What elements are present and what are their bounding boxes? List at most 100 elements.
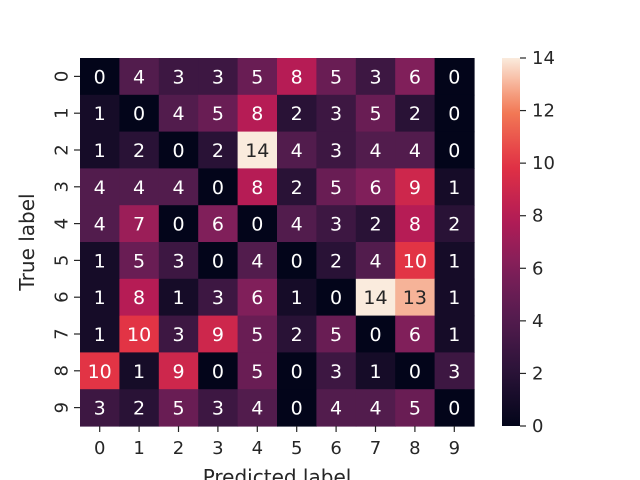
- x-tick-label: 9: [449, 438, 460, 459]
- cell-value-label: 14: [245, 140, 269, 162]
- cell-value-label: 3: [212, 398, 224, 420]
- cell-value-label: 0: [172, 140, 184, 162]
- colorbar-tick-label: 10: [532, 153, 555, 174]
- cell-value-label: 5: [212, 103, 224, 125]
- heatmap-cell: [277, 168, 317, 206]
- heatmap-cell: [198, 58, 239, 96]
- cell-value-label: 9: [212, 324, 224, 346]
- heatmap-cell: [158, 58, 199, 96]
- heatmap-cell: [80, 94, 120, 133]
- cell-value-label: 2: [330, 250, 342, 272]
- cell-value-label: 0: [369, 324, 381, 346]
- cell-value-label: 3: [330, 140, 342, 162]
- heatmap-cell: [237, 168, 278, 206]
- heatmap-cell: [198, 352, 239, 390]
- x-tick-label: 6: [330, 438, 341, 459]
- heatmap-cell: [434, 205, 475, 243]
- cell-value-label: 8: [251, 103, 263, 125]
- cell-value-label: 5: [251, 324, 263, 346]
- x-axis-label: Predicted label: [203, 465, 352, 480]
- heatmap-cell: [119, 168, 160, 206]
- heatmap-cell: [158, 131, 199, 169]
- cell-value-label: 4: [330, 398, 342, 420]
- heatmap-cell: [355, 168, 396, 206]
- heatmap-cell: [395, 58, 436, 96]
- heatmap-cell: [395, 242, 436, 280]
- cell-value-label: 0: [94, 66, 106, 88]
- heatmap-cell: [158, 94, 199, 133]
- heatmap-cell: [119, 278, 160, 317]
- cell-value-label: 0: [448, 140, 460, 162]
- cell-value-label: 0: [172, 214, 184, 236]
- cell-value-label: 10: [88, 361, 112, 383]
- colorbar-tick-label: 2: [532, 363, 543, 384]
- cell-value-label: 0: [291, 250, 303, 272]
- heatmap-cell: [316, 389, 357, 427]
- cell-value-label: 8: [409, 214, 421, 236]
- x-tick-label: 2: [173, 438, 184, 459]
- y-tick-label: 3: [52, 181, 73, 192]
- heatmap-cell: [80, 205, 120, 243]
- cell-value-label: 3: [172, 250, 184, 272]
- heatmap-cell: [237, 131, 278, 169]
- heatmap-cell: [434, 352, 475, 390]
- cell-value-label: 9: [409, 177, 421, 199]
- heatmap-cell: [355, 278, 396, 317]
- x-tick-label: 8: [409, 438, 420, 459]
- y-tick-label: 9: [52, 402, 73, 413]
- heatmap-cell: [80, 352, 120, 390]
- cell-value-label: 1: [94, 140, 106, 162]
- heatmap-cell: [119, 94, 160, 133]
- cell-value-label: 7: [133, 214, 145, 236]
- y-tick-label: 2: [52, 144, 73, 155]
- y-axis-label: True label: [15, 193, 39, 291]
- heatmap-cell: [237, 315, 278, 353]
- heatmap-cell: [434, 131, 475, 169]
- heatmap-cell: [237, 389, 278, 427]
- x-tick-label: 3: [212, 438, 223, 459]
- heatmap-cell: [434, 278, 475, 317]
- heatmap-cell: [316, 242, 357, 280]
- cell-value-label: 4: [172, 103, 184, 125]
- cell-value-label: 1: [291, 287, 303, 309]
- heatmap-cell: [119, 242, 160, 280]
- cell-value-label: 1: [133, 361, 145, 383]
- heatmap-cell: [237, 242, 278, 280]
- heatmap-cell: [80, 131, 120, 169]
- heatmap-cell: [355, 131, 396, 169]
- cell-value-label: 4: [172, 177, 184, 199]
- cell-value-label: 3: [172, 66, 184, 88]
- x-axis-ticks: 0 1 2 3 4 5 6 7 8 9: [94, 426, 460, 459]
- heatmap-cell: [80, 242, 120, 280]
- heatmap-cell: [395, 389, 436, 427]
- heatmap-cell: [277, 389, 317, 427]
- colorbar: [502, 58, 520, 426]
- y-tick-label: 0: [52, 71, 73, 82]
- cell-value-label: 6: [409, 324, 421, 346]
- heatmap-cell: [80, 58, 120, 96]
- cell-value-label: 4: [369, 140, 381, 162]
- cell-value-label: 3: [212, 287, 224, 309]
- y-tick-label: 7: [52, 328, 73, 339]
- heatmap-cell: [158, 315, 199, 353]
- cell-value-label: 14: [363, 287, 387, 309]
- colorbar-tick-label: 4: [532, 311, 543, 332]
- cell-value-label: 2: [212, 140, 224, 162]
- y-tick-label: 4: [52, 218, 73, 229]
- cell-value-label: 6: [369, 177, 381, 199]
- heatmap-cell: [198, 242, 239, 280]
- cell-value-label: 5: [369, 103, 381, 125]
- heatmap-cell: [198, 205, 239, 243]
- heatmap-cell: [277, 94, 317, 133]
- heatmap-cell: [355, 205, 396, 243]
- cell-value-label: 10: [403, 250, 427, 272]
- cell-value-label: 4: [291, 140, 303, 162]
- cell-value-label: 5: [409, 398, 421, 420]
- cell-value-label: 0: [448, 66, 460, 88]
- cell-value-label: 2: [133, 140, 145, 162]
- cell-value-label: 4: [369, 398, 381, 420]
- colorbar-ticks: 0 2 4 6 8 10 12 14: [520, 48, 555, 437]
- heatmap-cell: [158, 242, 199, 280]
- heatmap-cell: [355, 58, 396, 96]
